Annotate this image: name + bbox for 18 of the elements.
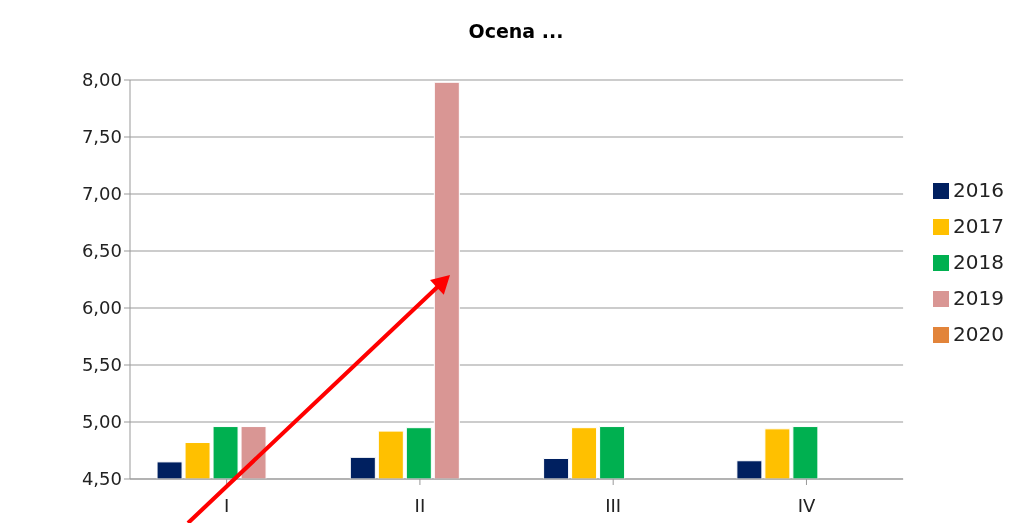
y-tick-label: 7,00: [81, 183, 122, 205]
legend-label: 2016: [953, 177, 1004, 202]
x-tick-label: III: [605, 494, 622, 516]
x-tick-label: II: [414, 494, 426, 516]
y-tick-label: 4,50: [81, 468, 122, 490]
y-tick-label: 6,00: [81, 297, 122, 319]
x-tick-label: I: [223, 494, 230, 516]
x-tick-label: IV: [797, 494, 816, 516]
y-tick-label: 8,00: [81, 69, 122, 91]
legend-label: 2017: [953, 213, 1004, 238]
chart-title: Ocena ...: [467, 20, 565, 42]
y-tick-label: 5,50: [81, 354, 122, 376]
legend-label: 2018: [953, 249, 1004, 274]
y-tick-label: 5,00: [81, 411, 122, 433]
legend-label: 2019: [953, 285, 1004, 310]
y-tick-label: 7,50: [81, 126, 122, 148]
legend-label: 2020: [953, 321, 1004, 346]
y-tick-label: 6,50: [81, 240, 122, 262]
